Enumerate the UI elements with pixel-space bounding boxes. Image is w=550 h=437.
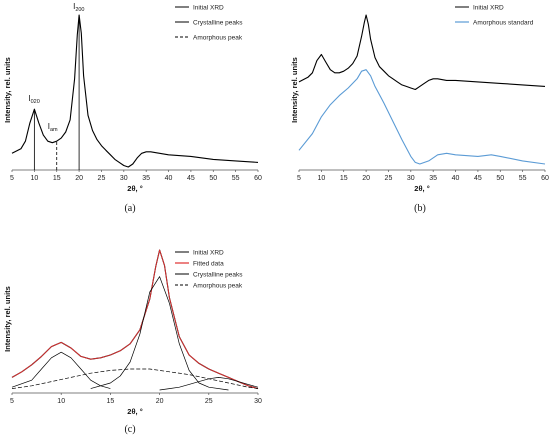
x-axis-label: 2θ, ° [127, 184, 142, 193]
x-tick-label: 15 [340, 175, 348, 182]
peak-annotation-main: I [73, 2, 75, 11]
x-axis-label: 2θ, ° [127, 407, 142, 416]
x-tick-label: 5 [10, 175, 14, 182]
initial-xrd-series-line [298, 14, 546, 91]
x-tick-label: 25 [205, 398, 213, 405]
peak-annotation: I020 [28, 94, 39, 105]
peak-annotation: I200 [73, 2, 84, 13]
legend-label: Crystalline peaks [193, 271, 243, 278]
x-tick-label: 50 [496, 175, 504, 182]
legend-label: Initial XRD [473, 4, 504, 11]
x-tick-label: 30 [254, 398, 262, 405]
legend-label: Fitted data [193, 260, 224, 267]
legend-label: Amorphous peak [193, 34, 243, 41]
amorphous-peak-series-line [11, 368, 259, 389]
crystalline-peaks-series-line [11, 351, 111, 389]
x-tick-label: 35 [142, 175, 150, 182]
x-tick-label: 25 [385, 175, 393, 182]
panel-a: 5 10 15 20 25 30 35 40 45 50 55 60 2θ, ° Intensity, r… [3, 2, 262, 214]
x-tick-label: 45 [187, 175, 195, 182]
x-tick-label: 60 [254, 175, 262, 182]
x-tick-label: 15 [107, 398, 115, 405]
x-tick-label: 30 [120, 175, 128, 182]
panel-b: 5 10 15 20 25 30 35 40 45 50 55 60 2θ, ° Intensity, r… [290, 4, 549, 214]
peak-annotation: Iam [48, 122, 58, 133]
y-axis-label: Intensity, rel. units [3, 286, 12, 352]
x-tick-label: 5 [10, 398, 14, 405]
y-axis-label: Intensity, rel. units [290, 57, 299, 123]
x-tick-label: 10 [57, 398, 65, 405]
x-axis-label: 2θ, ° [414, 184, 429, 193]
legend-label: Crystalline peaks [193, 19, 243, 26]
peak-annotation-main: I [48, 122, 50, 131]
panel-caption: (b) [414, 203, 426, 214]
x-tick-label: 25 [98, 175, 106, 182]
x-tick-label: 5 [297, 175, 301, 182]
x-tick-label: 20 [156, 398, 164, 405]
legend-label: Amorphous standard [473, 19, 534, 26]
legend-label: Initial XRD [193, 249, 224, 256]
x-tick-label: 50 [209, 175, 217, 182]
legend-label: Initial XRD [193, 4, 224, 11]
panel-c: 5 10 15 20 25 30 2θ, ° Intensity, rel. units (c)… [3, 249, 262, 435]
x-tick-label: 60 [541, 175, 549, 182]
legend-label: Amorphous peak [193, 282, 243, 289]
amorphous-standard-series-line [298, 69, 546, 165]
x-tick-label: 35 [429, 175, 437, 182]
x-tick-label: 30 [407, 175, 415, 182]
x-tick-label: 10 [30, 175, 38, 182]
x-tick-label: 10 [317, 175, 325, 182]
x-tick-label: 20 [75, 175, 83, 182]
peak-annotation-sub: 020 [31, 99, 40, 105]
panel-caption: (c) [124, 424, 135, 435]
x-tick-label: 55 [232, 175, 240, 182]
x-tick-label: 40 [452, 175, 460, 182]
crystalline-peaks-series-line [90, 276, 229, 391]
x-tick-label: 40 [165, 175, 173, 182]
peak-annotation-sub: 200 [75, 7, 84, 13]
x-tick-label: 15 [53, 175, 61, 182]
x-tick-label: 55 [519, 175, 527, 182]
panel-caption: (a) [124, 203, 135, 214]
x-tick-label: 45 [474, 175, 482, 182]
y-axis-label: Intensity, rel. units [3, 57, 12, 123]
peak-annotation-sub: am [50, 127, 58, 133]
peak-annotation-main: I [28, 94, 30, 103]
xrd-series-line [11, 14, 259, 168]
x-tick-label: 20 [362, 175, 370, 182]
